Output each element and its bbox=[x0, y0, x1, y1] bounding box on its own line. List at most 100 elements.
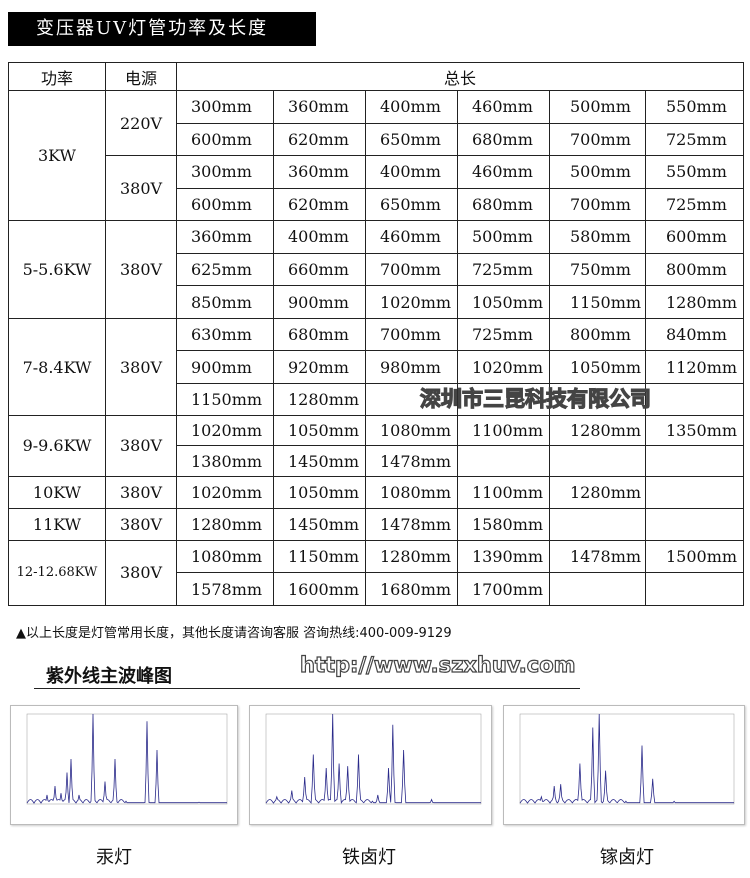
length-cell: 580mm bbox=[549, 220, 646, 254]
length-cell: 680mm bbox=[457, 122, 550, 156]
length-cell: 1478mm bbox=[549, 539, 646, 574]
voltage-cell: 380V bbox=[105, 507, 177, 541]
length-cell: 1050mm bbox=[457, 285, 550, 320]
power-cell: 3KW bbox=[8, 90, 106, 221]
length-cell: 1280mm bbox=[549, 414, 646, 447]
voltage-cell: 380V bbox=[105, 318, 177, 416]
length-cell: 500mm bbox=[457, 220, 550, 254]
power-cell: 11KW bbox=[8, 507, 106, 541]
length-cell bbox=[457, 382, 550, 416]
length-cell: 300mm bbox=[176, 155, 274, 189]
length-cell: 650mm bbox=[365, 187, 458, 221]
length-cell: 900mm bbox=[176, 350, 274, 384]
length-cell: 550mm bbox=[644, 90, 745, 124]
length-cell: 750mm bbox=[549, 252, 646, 287]
length-cell: 400mm bbox=[365, 90, 458, 124]
table-row: 7-8.4KW 380V 630mm 680mm 700mm 725mm 800mm 840m… bbox=[8, 318, 745, 416]
length-cell: 360mm bbox=[176, 220, 274, 254]
length-cell: 1020mm bbox=[457, 350, 550, 384]
table-row: 11KW 380V 1280mm 1450mm 1478mm 1580mm bbox=[8, 507, 745, 541]
length-cell: 1080mm bbox=[365, 475, 458, 509]
voltage-cell: 380V bbox=[105, 155, 177, 221]
length-cell bbox=[457, 445, 550, 477]
length-cell: 725mm bbox=[644, 122, 745, 156]
length-cell: 1600mm bbox=[273, 572, 366, 606]
length-cell: 700mm bbox=[549, 187, 646, 221]
length-cell: 800mm bbox=[549, 318, 646, 352]
table-row: 600mm 620mm 650mm 680mm 700mm 725mm bbox=[9, 187, 745, 221]
iron-halide-spectrum-image bbox=[249, 705, 492, 825]
length-cell: 700mm bbox=[549, 122, 646, 156]
length-cell: 620mm bbox=[273, 187, 366, 221]
length-cell: 1150mm bbox=[273, 539, 366, 574]
length-cell: 600mm bbox=[176, 122, 274, 156]
uv-lamp-length-table: 功率 电源 总长 3KW 220V 300mm 360mm 400mm 460mm 500mm 55… bbox=[8, 62, 745, 606]
spectrum-line bbox=[265, 713, 481, 804]
section-title: 紫外线主波峰图 bbox=[46, 666, 172, 687]
length-cell: 1578mm bbox=[176, 572, 274, 606]
length-cell: 1478mm bbox=[365, 445, 458, 477]
length-cell: 1478mm bbox=[365, 507, 458, 541]
length-cell: 460mm bbox=[457, 155, 550, 189]
gallium-halide-spectrum-image bbox=[503, 705, 745, 825]
page-title: 变压器UV灯管功率及长度 bbox=[8, 12, 316, 46]
watermark-url: http://www.szxhuv.com bbox=[299, 652, 576, 677]
table-row: 1578mm 1600mm 1680mm 1700mm bbox=[9, 572, 745, 606]
length-cell: 1580mm bbox=[457, 507, 550, 541]
length-cell: 300mm bbox=[176, 90, 274, 124]
caption-gallium-halide: 镓卤灯 bbox=[600, 847, 654, 868]
header-voltage: 电源 bbox=[105, 62, 177, 91]
power-cell: 9-9.6KW bbox=[8, 414, 106, 477]
voltage-cell: 380V bbox=[105, 219, 177, 320]
length-cell bbox=[644, 572, 745, 606]
length-cell: 700mm bbox=[365, 318, 458, 352]
spectrum-line bbox=[519, 713, 734, 804]
table-row: 12-12.68KW 380V 1080mm 1150mm 1280mm 1390mm 14… bbox=[8, 539, 745, 606]
voltage-cell: 380V bbox=[105, 539, 177, 606]
caption-iron-halide: 铁卤灯 bbox=[342, 847, 396, 868]
table-row: 10KW 380V 1020mm 1050mm 1080mm 1100mm 1280mm bbox=[8, 475, 745, 509]
voltage-cell: 380V bbox=[105, 475, 177, 509]
length-cell bbox=[365, 382, 458, 416]
table-row: 1150mm 1280mm bbox=[9, 382, 745, 416]
length-cell bbox=[644, 475, 745, 509]
length-cell: 840mm bbox=[644, 318, 745, 352]
length-cell: 1500mm bbox=[644, 539, 745, 574]
length-cell: 660mm bbox=[273, 252, 366, 287]
length-cell: 1020mm bbox=[176, 475, 274, 509]
power-cell: 12-12.68KW bbox=[8, 539, 106, 606]
length-cell: 725mm bbox=[457, 318, 550, 352]
length-cell bbox=[549, 445, 646, 477]
length-cell: 1280mm bbox=[176, 507, 274, 541]
length-cell: 600mm bbox=[176, 187, 274, 221]
length-cell: 460mm bbox=[457, 90, 550, 124]
length-cell: 850mm bbox=[176, 285, 274, 320]
length-cell: 625mm bbox=[176, 252, 274, 287]
length-cell: 700mm bbox=[365, 252, 458, 287]
length-cell: 680mm bbox=[457, 187, 550, 221]
length-cell: 1050mm bbox=[549, 350, 646, 384]
section-divider bbox=[34, 688, 580, 689]
header-power: 功率 bbox=[8, 62, 106, 91]
plot-frame bbox=[519, 713, 735, 805]
length-cell: 1450mm bbox=[273, 445, 366, 477]
table-row: 1380mm 1450mm 1478mm bbox=[9, 445, 745, 477]
length-cell: 650mm bbox=[365, 122, 458, 156]
length-cell: 550mm bbox=[644, 155, 745, 189]
length-cell: 500mm bbox=[549, 90, 646, 124]
length-cell: 1120mm bbox=[644, 350, 745, 384]
length-cell: 1280mm bbox=[273, 382, 366, 416]
length-cell: 680mm bbox=[273, 318, 366, 352]
length-cell: 1050mm bbox=[273, 475, 366, 509]
length-cell: 1280mm bbox=[549, 475, 646, 509]
length-cell: 600mm bbox=[644, 220, 745, 254]
plot-frame bbox=[265, 713, 482, 805]
length-cell bbox=[549, 572, 646, 606]
length-cell: 1020mm bbox=[365, 285, 458, 320]
length-cell: 1350mm bbox=[644, 414, 745, 447]
power-cell: 7-8.4KW bbox=[8, 318, 106, 416]
length-cell: 1700mm bbox=[457, 572, 550, 606]
plot-frame bbox=[26, 713, 228, 805]
length-cell: 1380mm bbox=[176, 445, 274, 477]
length-cell: 1390mm bbox=[457, 539, 550, 574]
